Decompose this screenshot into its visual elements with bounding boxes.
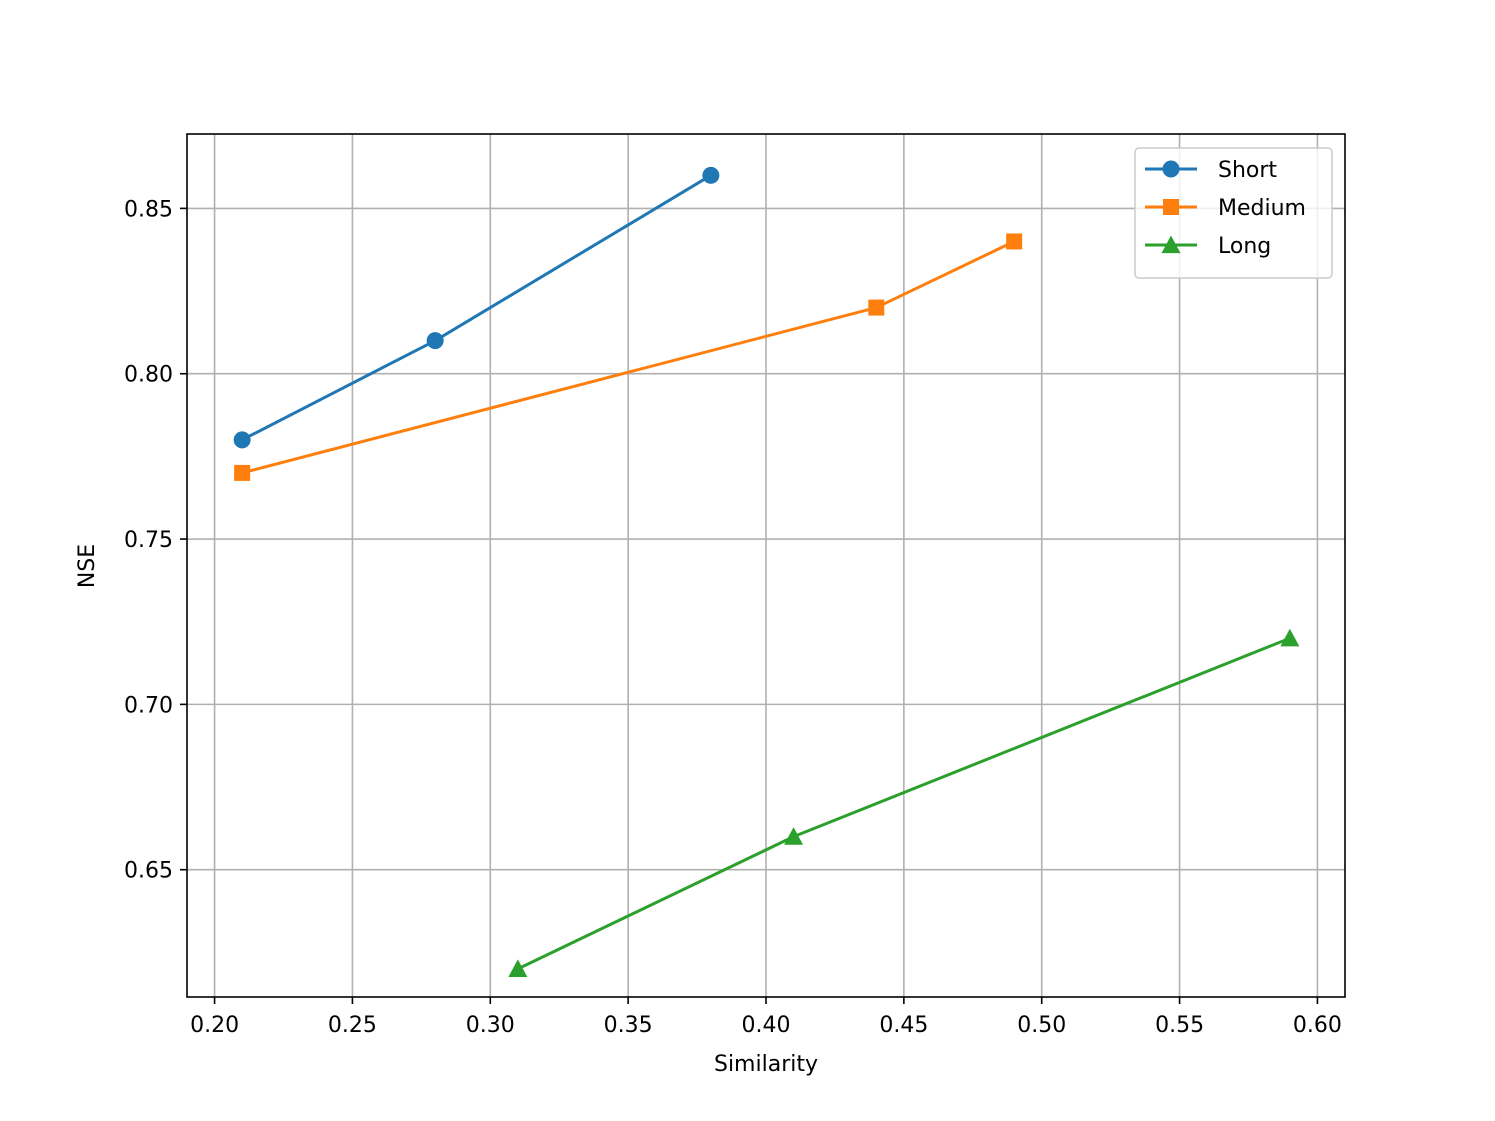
x-axis-ticks: 0.20 0.25 0.30 0.35 0.40 0.45 0.50 0.55 0.60 <box>190 997 1342 1038</box>
x-tick-label: 0.35 <box>604 1013 653 1038</box>
x-tick-label: 0.20 <box>190 1013 239 1038</box>
legend-label: Long <box>1218 234 1271 259</box>
legend-marker-long <box>1161 235 1181 254</box>
legend-marker-short <box>1162 160 1180 178</box>
legend-label: Medium <box>1218 196 1306 221</box>
y-tick-label: 0.85 <box>124 197 173 222</box>
y-tick-label: 0.75 <box>124 528 173 553</box>
data-point-short <box>702 166 720 184</box>
data-point-medium <box>234 464 251 481</box>
y-tick-label: 0.80 <box>124 363 173 388</box>
data-point-long <box>508 959 528 977</box>
x-tick-label: 0.25 <box>328 1013 377 1038</box>
data-point-short <box>426 332 444 350</box>
legend-item-long: Long <box>1145 234 1271 259</box>
x-tick-label: 0.45 <box>879 1013 928 1038</box>
y-axis-ticks: 0.65 0.70 0.75 0.80 0.85 <box>124 197 187 884</box>
y-tick-label: 0.70 <box>124 693 173 718</box>
data-point-long <box>784 827 804 845</box>
series-medium <box>234 233 1023 481</box>
x-tick-label: 0.50 <box>1017 1013 1066 1038</box>
legend: Short Medium Long <box>1134 147 1333 279</box>
x-tick-label: 0.55 <box>1155 1013 1204 1038</box>
legend-marker-medium <box>1163 199 1179 215</box>
legend-label: Short <box>1218 158 1277 183</box>
legend-item-medium: Medium <box>1145 196 1306 221</box>
y-axis-label: NSE <box>75 544 100 588</box>
data-point-medium <box>868 299 885 316</box>
data-point-short <box>233 431 251 449</box>
x-tick-label: 0.30 <box>466 1013 515 1038</box>
legend-item-short: Short <box>1145 158 1277 183</box>
series-line-short <box>241 174 712 442</box>
data-point-long <box>1280 628 1300 647</box>
data-point-medium <box>1006 233 1023 250</box>
x-tick-label: 0.40 <box>742 1013 791 1038</box>
y-tick-label: 0.65 <box>124 859 173 884</box>
series-long <box>508 628 1300 977</box>
x-tick-label: 0.60 <box>1293 1013 1342 1038</box>
series-layer <box>233 166 1300 977</box>
series-short <box>233 166 720 449</box>
x-axis-label: Similarity <box>714 1052 818 1077</box>
